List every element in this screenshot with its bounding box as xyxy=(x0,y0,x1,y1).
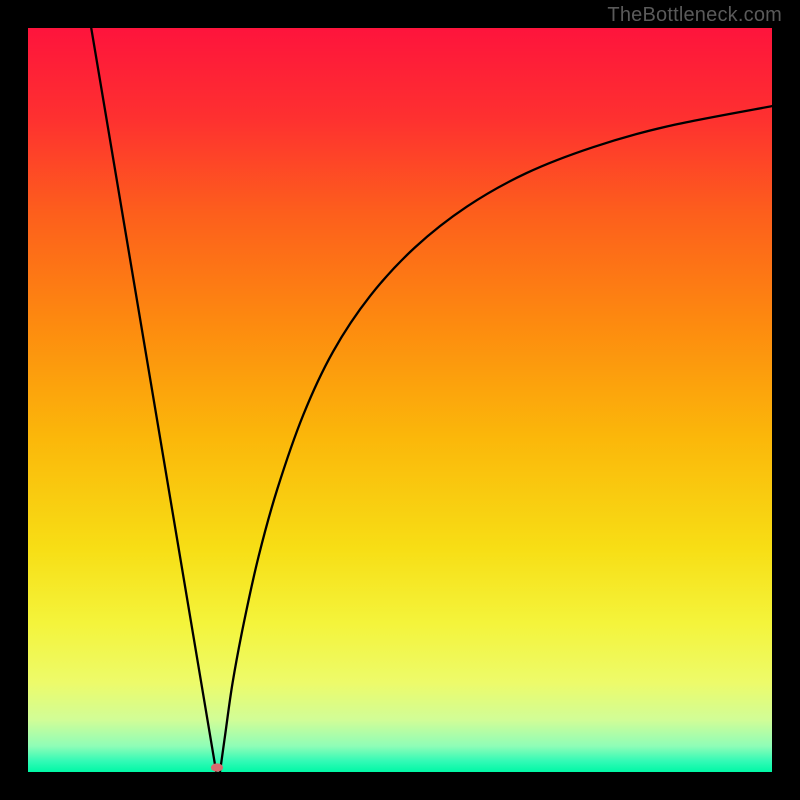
gradient-background xyxy=(28,28,772,772)
optimal-point-marker xyxy=(211,763,223,771)
chart-frame: TheBottleneck.com xyxy=(0,0,800,800)
watermark-text: TheBottleneck.com xyxy=(607,4,782,27)
plot-area xyxy=(28,28,772,772)
plot-svg xyxy=(28,28,772,772)
